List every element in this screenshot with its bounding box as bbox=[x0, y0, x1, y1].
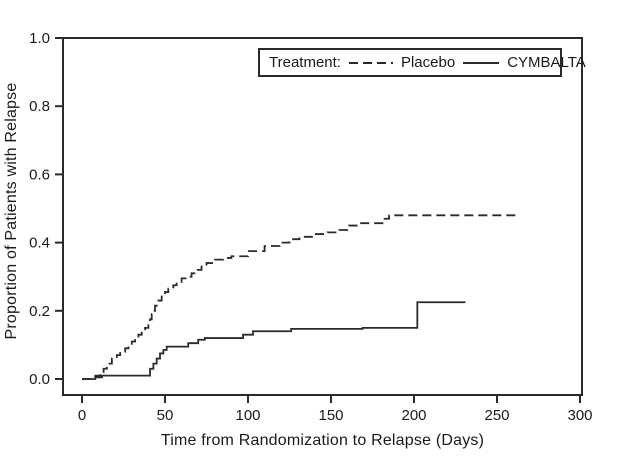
legend-label-placebo: Placebo bbox=[400, 54, 456, 71]
cymbalta-solid-line-sample bbox=[463, 61, 500, 64]
x-axis-title: Time from Randomization to Relapse (Days… bbox=[160, 432, 485, 449]
x-tick-label: 0 bbox=[78, 407, 86, 424]
x-tick-label: 100 bbox=[235, 407, 260, 424]
x-tick-label: 200 bbox=[401, 407, 426, 424]
y-tick-label: 0.0 bbox=[29, 371, 50, 388]
y-axis-title: Proportion of Patients with Relapse bbox=[3, 82, 20, 340]
y-tick-label: 0.6 bbox=[29, 166, 50, 183]
legend-box: Treatment: Placebo CYMBALTA bbox=[258, 48, 586, 77]
legend-label-cymbalta: CYMBALTA bbox=[507, 54, 586, 71]
x-tick-label: 150 bbox=[318, 407, 343, 424]
x-tick-label: 50 bbox=[157, 407, 174, 424]
series-cymbalta-curve bbox=[82, 301, 466, 380]
placebo-dashed-line-sample bbox=[348, 61, 393, 64]
x-tick-label: 300 bbox=[567, 407, 592, 424]
y-tick-label: 0.2 bbox=[29, 303, 50, 320]
series-placebo-curve bbox=[82, 214, 521, 380]
legend-title: Treatment: bbox=[269, 54, 341, 71]
y-tick-label: 0.8 bbox=[29, 98, 50, 115]
plot-frame bbox=[62, 37, 583, 396]
x-tick-label: 250 bbox=[484, 407, 509, 424]
y-tick-label: 1.0 bbox=[29, 30, 50, 47]
y-tick-label: 0.4 bbox=[29, 235, 50, 252]
